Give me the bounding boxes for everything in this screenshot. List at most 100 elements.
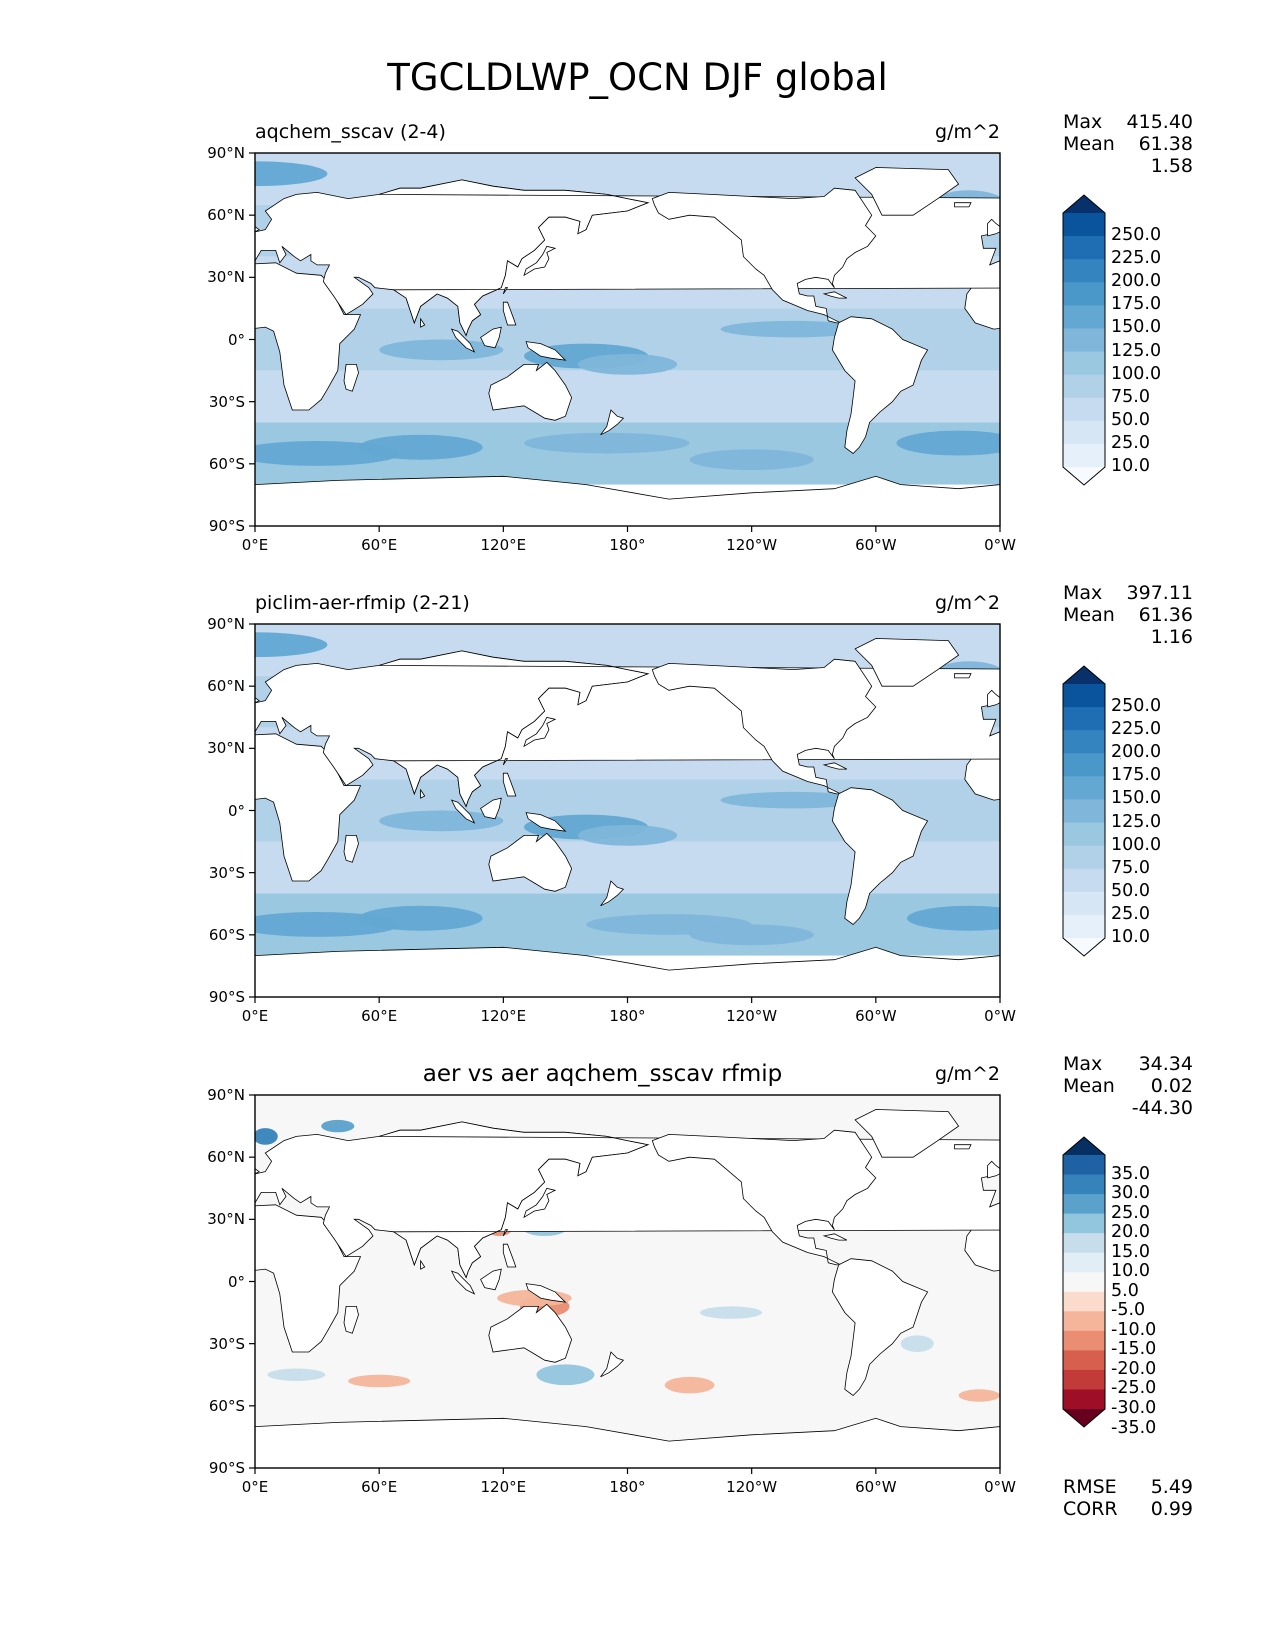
stat-label: Max — [1063, 1053, 1103, 1075]
map-plot — [135, 1093, 1121, 1474]
colorbar-segment — [1063, 374, 1105, 399]
y-tick-label: 90°S — [208, 517, 245, 535]
stat-value: 397.11 — [1126, 582, 1193, 604]
field-feature — [699, 1306, 763, 1319]
field-feature — [524, 432, 690, 454]
x-tick-label: 120°W — [726, 1478, 778, 1496]
stat-label: RMSE — [1063, 1476, 1117, 1498]
x-tick-label: 60°W — [855, 1007, 897, 1025]
field-feature — [720, 791, 866, 809]
field-feature — [689, 924, 814, 946]
colorbar-segment — [1063, 753, 1105, 777]
x-tick-label: 60°W — [855, 536, 897, 554]
stat-value: 1.16 — [1150, 626, 1193, 648]
stat-row: Mean 0.02 — [1063, 1075, 1193, 1097]
colorbar-segment — [1063, 328, 1105, 353]
colorbar-segment — [1063, 259, 1105, 283]
colorbar-extend-min — [1063, 1409, 1105, 1427]
colorbar-tick-label: 175.0 — [1111, 765, 1162, 786]
field-feature — [536, 1364, 595, 1386]
land-new_zealand — [600, 880, 625, 907]
colorbar-extend-max — [1063, 195, 1105, 213]
stat-row: Max 34.34 — [1063, 1053, 1193, 1075]
land-new_zealand — [600, 409, 625, 436]
colorbar-tick-label: 20.0 — [1111, 1222, 1150, 1243]
colorbar-tick-label: 75.0 — [1111, 386, 1150, 407]
y-tick-label: 30°N — [207, 268, 245, 287]
field-feature — [958, 1389, 1000, 1402]
colorbar-segment — [1063, 799, 1105, 824]
colorbar-segment — [1063, 707, 1105, 731]
field-feature — [348, 1374, 411, 1388]
land-cuba — [822, 762, 848, 770]
y-tick-label: 60°S — [208, 1396, 245, 1415]
land-australia — [488, 361, 573, 421]
colorbar-tick-label: 250.0 — [1111, 225, 1162, 246]
land-philippines — [502, 772, 517, 797]
land-australia — [488, 832, 573, 892]
panel-units: g/m^2 — [935, 592, 1000, 614]
stat-label: Mean — [1063, 1075, 1115, 1097]
colorbar-tick-label: -35.0 — [1111, 1417, 1157, 1438]
colorbar-tick-label: 10.0 — [1111, 1261, 1150, 1282]
y-tick-label: 30°S — [208, 392, 245, 411]
panel-units: g/m^2 — [935, 121, 1000, 143]
colorbar-outline — [1062, 1136, 1106, 1428]
colorbar — [1062, 1136, 1106, 1428]
land-cuba — [822, 291, 848, 299]
x-tick-label: 120°E — [480, 1007, 527, 1025]
x-tick-label: 180° — [609, 536, 646, 554]
land-madagascar — [343, 1306, 359, 1334]
land-sri_lanka — [420, 1259, 426, 1270]
colorbar-tick-label: -30.0 — [1111, 1398, 1157, 1418]
stat-row: Mean 61.36 — [1063, 604, 1193, 626]
colorbar-tick-label: 75.0 — [1111, 857, 1150, 878]
x-tick-label: 120°E — [480, 536, 527, 554]
colorbar-tick-label: 150.0 — [1111, 317, 1162, 338]
colorbar-segment — [1063, 914, 1105, 939]
y-tick-label: 60°N — [207, 677, 245, 696]
field-feature — [900, 1335, 934, 1352]
land-south_america — [831, 787, 929, 926]
colorbar-tick-label: 25.0 — [1111, 1202, 1150, 1223]
colorbar-tick-label: -10.0 — [1111, 1319, 1157, 1340]
colorbar-tick-label: 15.0 — [1111, 1241, 1150, 1262]
colorbar-segment — [1063, 443, 1105, 468]
x-tick-label: 0°E — [241, 1007, 269, 1025]
colorbar-tick-label: -25.0 — [1111, 1378, 1157, 1399]
colorbar-segment — [1063, 351, 1105, 376]
land-taiwan — [502, 287, 509, 295]
land-north_america — [651, 658, 877, 795]
colorbar-segment — [1063, 845, 1105, 870]
land-sri_lanka — [420, 788, 426, 799]
field-feature — [379, 810, 504, 832]
colorbar-segment — [1063, 213, 1105, 237]
land-borneo — [480, 797, 502, 820]
colorbar-segment — [1063, 397, 1105, 422]
y-tick-label: 60°S — [208, 925, 245, 944]
land-iceland — [954, 202, 972, 208]
colorbar-segment — [1063, 822, 1105, 847]
field-feature — [664, 1376, 715, 1394]
colorbar-segment — [1063, 305, 1105, 330]
colorbar-extend-max — [1063, 1137, 1105, 1155]
stat-row: CORR 0.99 — [1063, 1498, 1193, 1520]
colorbar-segment — [1063, 282, 1105, 306]
colorbar-tick-label: 200.0 — [1111, 271, 1162, 292]
x-tick-label: 0°E — [241, 1478, 269, 1496]
x-tick-label: 180° — [609, 1007, 646, 1025]
colorbar-segment — [1063, 1330, 1105, 1351]
land-iceland — [954, 1144, 972, 1150]
stat-value: -44.30 — [1131, 1097, 1193, 1119]
colorbar-segment — [1063, 1252, 1105, 1273]
colorbar-segment — [1063, 1272, 1105, 1293]
field-feature — [379, 339, 504, 361]
land-north_america — [651, 187, 877, 324]
colorbar-segment — [1063, 1233, 1105, 1254]
map-plot — [135, 622, 1121, 1003]
panel-units: g/m^2 — [935, 1063, 1000, 1085]
field-feature — [689, 449, 814, 471]
colorbar-tick-label: -5.0 — [1111, 1300, 1146, 1321]
colorbar-tick-label: 250.0 — [1111, 696, 1162, 717]
land-new_guinea — [525, 1283, 567, 1303]
